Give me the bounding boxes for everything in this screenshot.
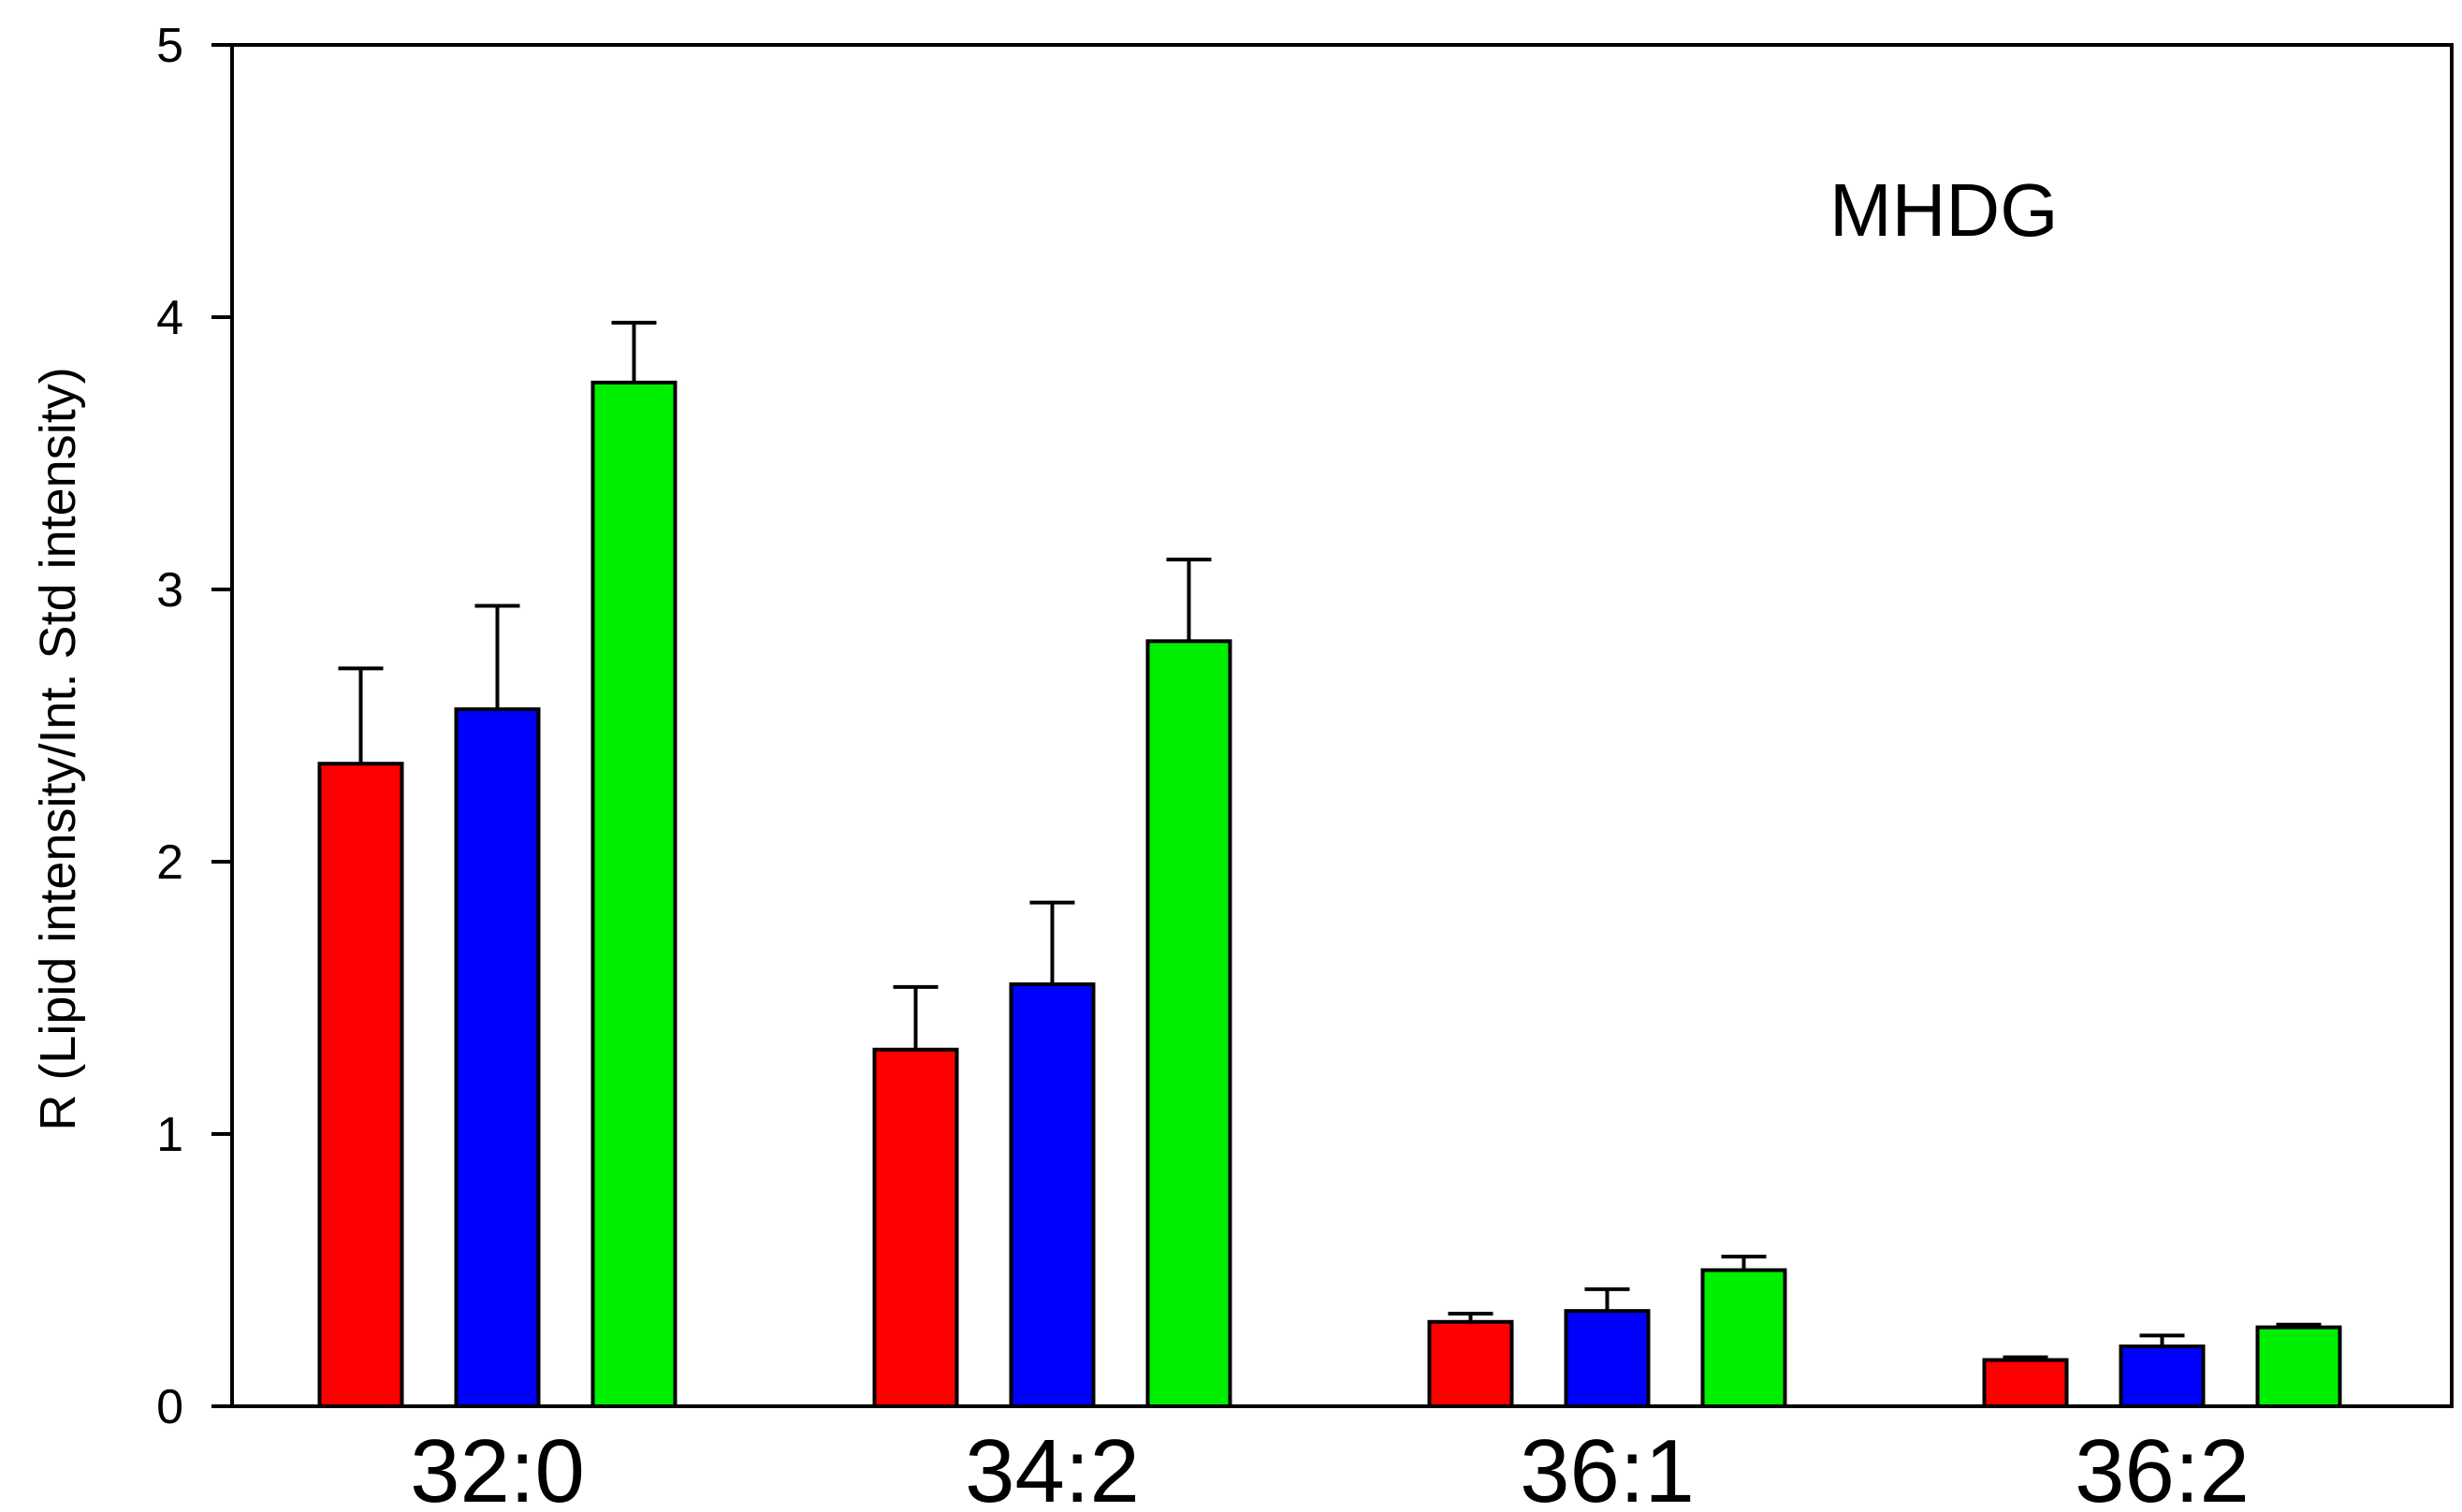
x-tick-label-36:1: 36:1 (1520, 1421, 1695, 1512)
bar-36:2-series-3 (2255, 1325, 2342, 1408)
y-axis-label: R (Lipid intensity/Int. Std intensity) (30, 367, 86, 1130)
bar-36:1-series-2 (1564, 1309, 1651, 1409)
bar-36:2-series-2 (2119, 1344, 2206, 1408)
bar-34:2-series-3 (1145, 639, 1232, 1408)
chart-annotation: MHDG (1829, 168, 2058, 252)
bars-layer (317, 380, 2342, 1409)
bar-36:2-series-1 (1982, 1358, 2069, 1409)
y-tick-label-4: 4 (156, 291, 183, 345)
x-axis: 32:0 34:2 36:1 36:2 (410, 1421, 2250, 1512)
y-tick-label-2: 2 (156, 836, 183, 890)
y-axis: 0 1 2 3 4 5 (156, 19, 232, 1434)
y-tick-label-5: 5 (156, 19, 183, 73)
error-bars-layer (338, 320, 2322, 1360)
x-tick-label-34:2: 34:2 (965, 1421, 1140, 1512)
y-tick-label-1: 1 (156, 1108, 183, 1162)
bar-32:0-series-3 (590, 380, 677, 1409)
x-tick-label-36:2: 36:2 (2075, 1421, 2250, 1512)
bar-34:2-series-2 (1009, 981, 1096, 1408)
x-tick-label-32:0: 32:0 (410, 1421, 585, 1512)
plot-frame (230, 43, 2454, 1408)
bar-36:1-series-1 (1427, 1319, 1514, 1409)
bar-36:1-series-3 (1700, 1268, 1787, 1408)
y-tick-label-0: 0 (156, 1380, 183, 1434)
y-tick-label-3: 3 (156, 563, 183, 618)
bar-32:0-series-2 (454, 707, 541, 1408)
bar-32:0-series-1 (317, 762, 404, 1408)
bar-34:2-series-1 (872, 1047, 959, 1409)
